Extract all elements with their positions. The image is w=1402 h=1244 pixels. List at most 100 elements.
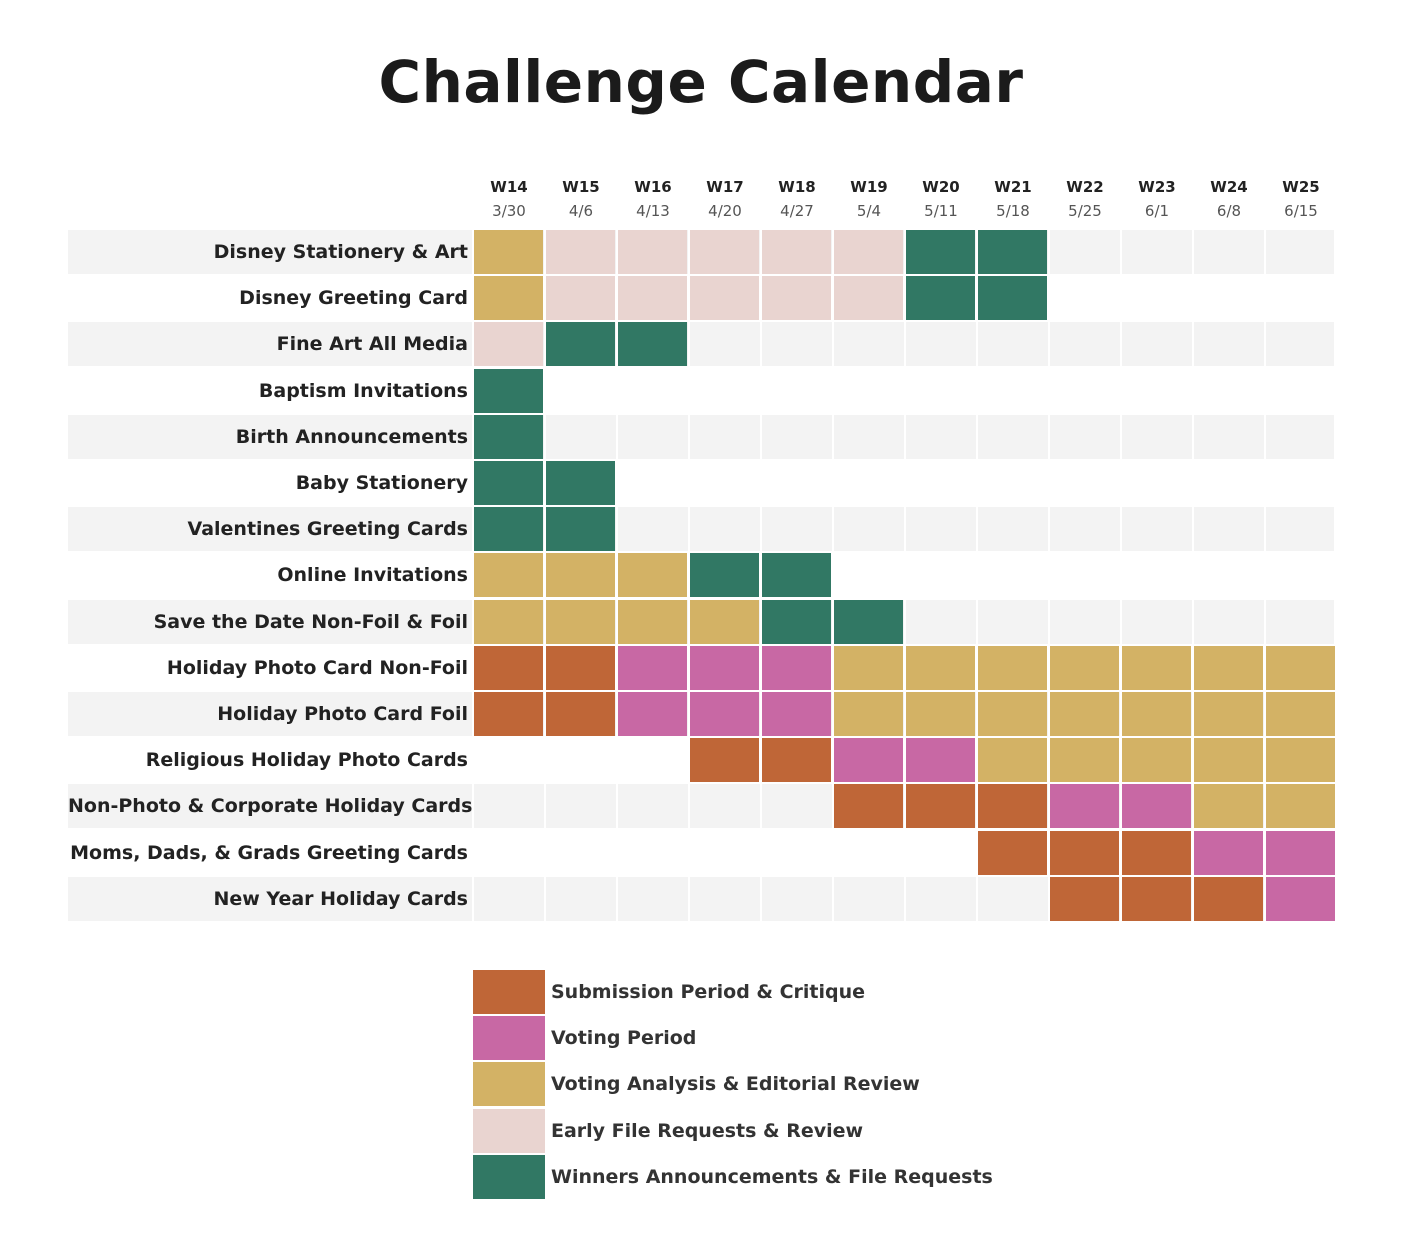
phase-cell — [833, 692, 903, 736]
grid-divider — [1192, 230, 1194, 921]
week-date: 6/8 — [1216, 202, 1242, 220]
grid-divider — [1264, 230, 1266, 921]
row-label: Fine Art All Media — [276, 333, 468, 355]
phase-cell — [1049, 877, 1119, 921]
week-date: 5/4 — [856, 202, 882, 220]
grid-divider — [904, 230, 906, 921]
legend-swatch — [473, 1062, 545, 1106]
week-date: 5/18 — [996, 202, 1030, 220]
phase-cell — [545, 461, 615, 505]
row-stripe — [68, 322, 1334, 366]
phase-cell — [1193, 738, 1263, 782]
phase-cell — [617, 553, 687, 597]
phase-cell — [617, 646, 687, 690]
week-header: W24 6/8 — [1193, 178, 1265, 220]
week-date: 3/30 — [492, 202, 526, 220]
row-label: Non-Photo & Corporate Holiday Cards — [68, 795, 473, 817]
phase-cell — [1193, 646, 1263, 690]
phase-cell — [473, 276, 543, 320]
phase-cell — [545, 507, 615, 551]
legend-label: Winners Announcements & File Requests — [551, 1166, 993, 1188]
phase-cell — [545, 322, 615, 366]
row-label: Holiday Photo Card Foil — [217, 703, 468, 725]
phase-cell — [545, 230, 615, 274]
phase-cell — [689, 600, 759, 644]
phase-cell — [833, 646, 903, 690]
legend-label: Submission Period & Critique — [551, 981, 866, 1003]
week-label: W15 — [562, 178, 600, 196]
phase-cell — [761, 600, 831, 644]
week-date: 6/15 — [1284, 202, 1318, 220]
phase-cell — [761, 276, 831, 320]
phase-cell — [689, 738, 759, 782]
phase-cell — [545, 553, 615, 597]
legend-swatch — [473, 1155, 545, 1199]
phase-cell — [977, 276, 1047, 320]
grid-divider — [472, 230, 474, 921]
phase-cell — [905, 230, 975, 274]
week-label: W14 — [490, 178, 528, 196]
week-label: W22 — [1066, 178, 1104, 196]
phase-cell — [1265, 646, 1335, 690]
phase-cell — [1265, 877, 1335, 921]
phase-cell — [833, 600, 903, 644]
row-label: Moms, Dads, & Grads Greeting Cards — [70, 842, 468, 864]
phase-cell — [905, 784, 975, 828]
week-date: 4/27 — [780, 202, 814, 220]
phase-cell — [473, 600, 543, 644]
phase-cell — [473, 415, 543, 459]
phase-cell — [545, 600, 615, 644]
phase-cell — [761, 230, 831, 274]
week-header: W25 6/15 — [1265, 178, 1337, 220]
phase-cell — [1193, 692, 1263, 736]
phase-cell — [761, 738, 831, 782]
phase-cell — [1121, 877, 1191, 921]
grid-divider — [760, 230, 762, 921]
row-label: Valentines Greeting Cards — [187, 518, 468, 540]
row-label: Baptism Invitations — [258, 380, 468, 402]
phase-cell — [977, 230, 1047, 274]
week-date: 5/25 — [1068, 202, 1102, 220]
phase-cell — [905, 738, 975, 782]
phase-cell — [977, 738, 1047, 782]
row-stripe — [68, 415, 1334, 459]
phase-cell — [545, 692, 615, 736]
phase-cell — [545, 646, 615, 690]
week-date: 4/13 — [636, 202, 670, 220]
row-label: Online Invitations — [277, 564, 468, 586]
phase-cell — [1265, 692, 1335, 736]
phase-cell — [761, 692, 831, 736]
week-header: W16 4/13 — [617, 178, 689, 220]
week-date: 6/1 — [1144, 202, 1170, 220]
phase-cell — [473, 322, 543, 366]
grid-divider — [688, 230, 690, 921]
phase-cell — [473, 692, 543, 736]
week-label: W19 — [850, 178, 888, 196]
phase-cell — [1049, 784, 1119, 828]
phase-cell — [617, 230, 687, 274]
week-header: W19 5/4 — [833, 178, 905, 220]
week-header: W22 5/25 — [1049, 178, 1121, 220]
phase-cell — [473, 461, 543, 505]
phase-cell — [1121, 692, 1191, 736]
week-label: W17 — [706, 178, 744, 196]
week-label: W25 — [1282, 178, 1320, 196]
row-label: Baby Stationery — [295, 472, 468, 494]
phase-cell — [977, 692, 1047, 736]
phase-cell — [977, 784, 1047, 828]
phase-cell — [905, 276, 975, 320]
row-label: Religious Holiday Photo Cards — [145, 749, 468, 771]
phase-cell — [1049, 692, 1119, 736]
row-label: Birth Announcements — [235, 426, 468, 448]
phase-cell — [1193, 784, 1263, 828]
week-date: 4/20 — [708, 202, 742, 220]
row-stripe — [68, 507, 1334, 551]
week-header: W15 4/6 — [545, 178, 617, 220]
phase-cell — [1049, 738, 1119, 782]
phase-cell — [689, 230, 759, 274]
phase-cell — [977, 831, 1047, 875]
week-date: 5/11 — [924, 202, 958, 220]
phase-cell — [1193, 831, 1263, 875]
week-label: W16 — [634, 178, 672, 196]
week-header: W23 6/1 — [1121, 178, 1193, 220]
